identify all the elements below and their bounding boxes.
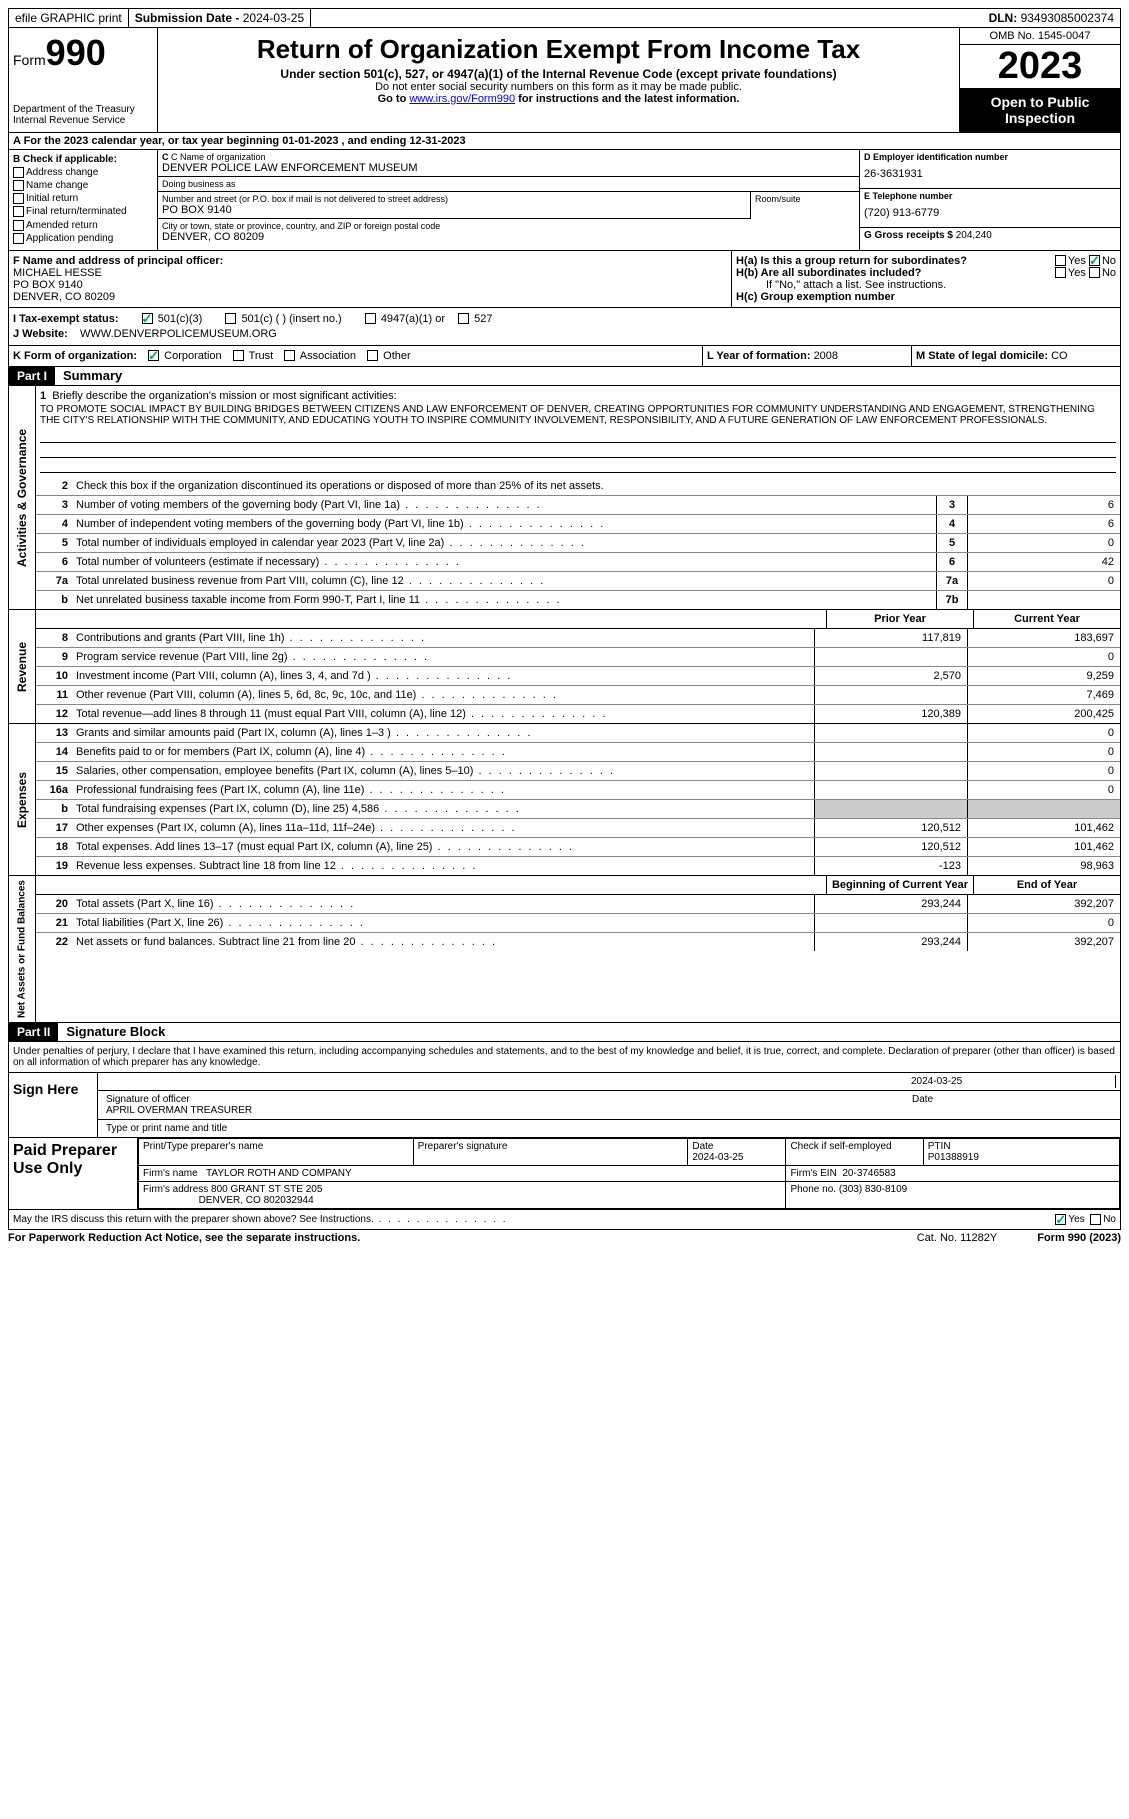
line-item: 5Total number of individuals employed in… (36, 534, 1120, 553)
line-item: 11Other revenue (Part VIII, column (A), … (36, 686, 1120, 705)
part2-header: Part II Signature Block (8, 1023, 1121, 1042)
line-item: 7aTotal unrelated business revenue from … (36, 572, 1120, 591)
top-bar: efile GRAPHIC print Submission Date - 20… (8, 8, 1121, 28)
checkbox-pending[interactable] (13, 233, 24, 244)
line-item: 16aProfessional fundraising fees (Part I… (36, 781, 1120, 800)
row-ij: I Tax-exempt status: 501(c)(3) 501(c) ( … (8, 308, 1121, 346)
ein-phone: D Employer identification number 26-3631… (859, 150, 1120, 250)
header-right: OMB No. 1545-0047 2023 Open to Public In… (959, 28, 1120, 132)
line-item: bTotal fundraising expenses (Part IX, co… (36, 800, 1120, 819)
part1-header: Part I Summary (8, 367, 1121, 386)
section-b: B Check if applicable: Address change Na… (8, 150, 1121, 251)
line-item: 9Program service revenue (Part VIII, lin… (36, 648, 1120, 667)
line-item: 19Revenue less expenses. Subtract line 1… (36, 857, 1120, 875)
checkbox-amended[interactable] (13, 220, 24, 231)
check-applicable: B Check if applicable: Address change Na… (9, 150, 158, 250)
efile-label: efile GRAPHIC print (9, 9, 129, 27)
header-center: Return of Organization Exempt From Incom… (158, 28, 959, 132)
checkbox-final[interactable] (13, 206, 24, 217)
line-item: 4Number of independent voting members of… (36, 515, 1120, 534)
line-item: 3Number of voting members of the governi… (36, 496, 1120, 515)
line-item: 17Other expenses (Part IX, column (A), l… (36, 819, 1120, 838)
line-item: 13Grants and similar amounts paid (Part … (36, 724, 1120, 743)
line-item: 22Net assets or fund balances. Subtract … (36, 933, 1120, 951)
line-item: 12Total revenue—add lines 8 through 11 (… (36, 705, 1120, 723)
expenses-section: Expenses 13Grants and similar amounts pa… (8, 724, 1121, 876)
form-header: Form990 Department of the Treasury Inter… (8, 28, 1121, 133)
line-item: 8Contributions and grants (Part VIII, li… (36, 629, 1120, 648)
line-item: 14Benefits paid to or for members (Part … (36, 743, 1120, 762)
row-klm: K Form of organization: Corporation Trus… (8, 346, 1121, 367)
row-a-tax-year: A For the 2023 calendar year, or tax yea… (8, 133, 1121, 150)
dln: DLN: 93493085002374 (983, 9, 1120, 27)
checkbox-address[interactable] (13, 167, 24, 178)
footer: For Paperwork Reduction Act Notice, see … (8, 1230, 1121, 1246)
line-item: 20Total assets (Part X, line 16)293,2443… (36, 895, 1120, 914)
line-item: 6Total number of volunteers (estimate if… (36, 553, 1120, 572)
irs-link[interactable]: www.irs.gov/Form990 (409, 93, 515, 105)
line-item: bNet unrelated business taxable income f… (36, 591, 1120, 609)
line-item: 18Total expenses. Add lines 13–17 (must … (36, 838, 1120, 857)
netassets-section: Net Assets or Fund Balances Beginning of… (8, 876, 1121, 1023)
org-info: C C Name of organization DENVER POLICE L… (158, 150, 859, 250)
submission-date: Submission Date - 2024-03-25 (129, 9, 311, 27)
revenue-section: Revenue Prior Year Current Year 8Contrib… (8, 610, 1121, 724)
line-item: 15Salaries, other compensation, employee… (36, 762, 1120, 781)
row-fgh: F Name and address of principal officer:… (8, 251, 1121, 308)
governance-section: Activities & Governance 1 Briefly descri… (8, 386, 1121, 610)
checkbox-name[interactable] (13, 180, 24, 191)
header-left: Form990 Department of the Treasury Inter… (9, 28, 158, 132)
form-title: Return of Organization Exempt From Incom… (162, 34, 955, 65)
line-item: 21Total liabilities (Part X, line 26)0 (36, 914, 1120, 933)
checkbox-initial[interactable] (13, 193, 24, 204)
signature-block: Under penalties of perjury, I declare th… (8, 1042, 1121, 1230)
line-item: 10Investment income (Part VIII, column (… (36, 667, 1120, 686)
